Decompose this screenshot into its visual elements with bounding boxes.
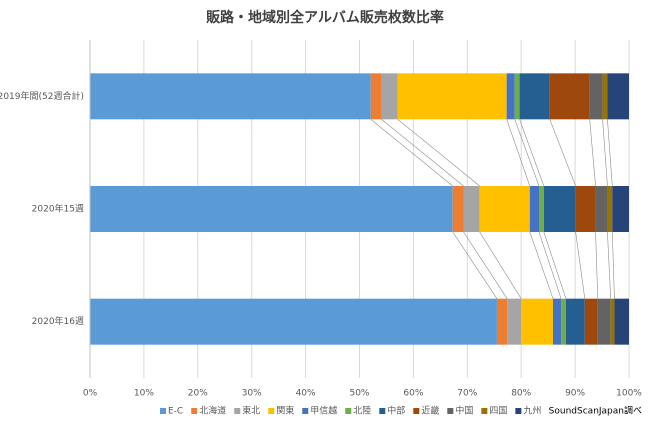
legend-swatch bbox=[515, 408, 522, 414]
bar-segment bbox=[90, 298, 497, 345]
bar-segment bbox=[529, 186, 539, 232]
series-line bbox=[607, 119, 613, 187]
bar-segment bbox=[463, 186, 480, 232]
bar-segment bbox=[607, 186, 613, 232]
legend-swatch bbox=[302, 408, 309, 414]
legend-swatch bbox=[234, 408, 241, 414]
series-line bbox=[519, 119, 545, 187]
bar-segment bbox=[90, 73, 371, 120]
legend-swatch bbox=[191, 408, 198, 414]
bar-segment bbox=[565, 298, 585, 345]
x-tick-label: 100% bbox=[616, 389, 642, 399]
series-line bbox=[589, 119, 596, 187]
series-line bbox=[381, 119, 464, 187]
series-line bbox=[463, 231, 508, 299]
series-line bbox=[452, 231, 498, 299]
x-tick-label: 60% bbox=[403, 389, 423, 399]
x-tick-label: 80% bbox=[511, 389, 531, 399]
legend-swatch bbox=[447, 408, 454, 414]
legend-swatch bbox=[379, 408, 386, 414]
bar-segment bbox=[575, 186, 596, 232]
bar-segment bbox=[543, 186, 576, 232]
legend-swatch bbox=[413, 408, 420, 414]
bar-segment bbox=[553, 298, 562, 345]
series-line bbox=[479, 231, 522, 299]
x-tick-label: 40% bbox=[296, 389, 316, 399]
bar-segment bbox=[589, 73, 603, 120]
bar-segment bbox=[597, 298, 611, 345]
y-tick-label: 2020年16週 bbox=[32, 315, 84, 327]
x-tick-label: 30% bbox=[242, 389, 262, 399]
series-line bbox=[575, 231, 586, 299]
chart-title: 販路・地域別全アルバム販売枚数比率 bbox=[206, 9, 444, 26]
bar-segment bbox=[452, 186, 464, 232]
legend-label: E-C bbox=[168, 407, 183, 417]
bar-segment bbox=[381, 73, 398, 120]
series-line bbox=[607, 231, 611, 299]
series-line bbox=[514, 119, 540, 187]
bar-segment bbox=[561, 298, 566, 345]
x-tick-label: 70% bbox=[457, 389, 477, 399]
bar-segment bbox=[496, 298, 508, 345]
bar-segment bbox=[538, 186, 544, 232]
legend-label: 中部 bbox=[387, 405, 405, 417]
series-line bbox=[397, 119, 480, 187]
series-line bbox=[370, 119, 453, 187]
legend-label: 北海道 bbox=[199, 405, 226, 417]
legend-label: 中国 bbox=[455, 405, 473, 417]
legend-swatch bbox=[481, 408, 488, 414]
x-tick-label: 90% bbox=[565, 389, 585, 399]
y-tick-label: 2019年間(52週合計) bbox=[0, 90, 84, 102]
series-line bbox=[611, 231, 615, 299]
series-line bbox=[543, 231, 567, 299]
bar-segment bbox=[479, 186, 530, 232]
bar-segment bbox=[614, 298, 629, 345]
legend-swatch bbox=[345, 408, 352, 414]
bar-segment bbox=[514, 73, 520, 120]
legend-swatch bbox=[160, 408, 166, 414]
series-line bbox=[506, 119, 531, 187]
legend-label: 北陸 bbox=[353, 405, 371, 417]
series-line bbox=[602, 119, 608, 187]
bar-segment bbox=[397, 73, 507, 120]
bar-segment bbox=[90, 186, 453, 232]
legend-label: 四国 bbox=[489, 406, 507, 417]
series-line bbox=[595, 231, 599, 299]
bar-segment bbox=[521, 298, 554, 345]
bar-segment bbox=[519, 73, 550, 120]
series-line bbox=[529, 231, 554, 299]
legend-label: 九州 bbox=[523, 406, 541, 417]
legend-label: 関東 bbox=[276, 405, 294, 417]
legend-swatch bbox=[268, 408, 275, 414]
series-line bbox=[538, 231, 562, 299]
series-line bbox=[549, 119, 576, 187]
legend-label: 甲信越 bbox=[310, 405, 337, 417]
bar-segment bbox=[506, 73, 515, 120]
legend-label: 近畿 bbox=[421, 405, 439, 417]
bar-segment bbox=[610, 298, 615, 345]
source-note: SoundScanJapan調べ bbox=[549, 405, 642, 417]
bar-segment bbox=[607, 73, 629, 120]
legend-label: 東北 bbox=[242, 405, 260, 417]
bar-segment bbox=[507, 298, 522, 345]
bar-segment bbox=[549, 73, 590, 120]
x-tick-label: 0% bbox=[83, 389, 98, 399]
x-tick-label: 10% bbox=[134, 389, 154, 399]
x-tick-label: 20% bbox=[188, 389, 208, 399]
x-tick-label: 50% bbox=[349, 389, 369, 399]
bar-segment bbox=[602, 73, 608, 120]
bar-segment bbox=[370, 73, 382, 120]
y-tick-label: 2020年15週 bbox=[32, 203, 84, 215]
bar-segment bbox=[595, 186, 608, 232]
bar-segment bbox=[612, 186, 629, 232]
bar-segment bbox=[584, 298, 598, 345]
